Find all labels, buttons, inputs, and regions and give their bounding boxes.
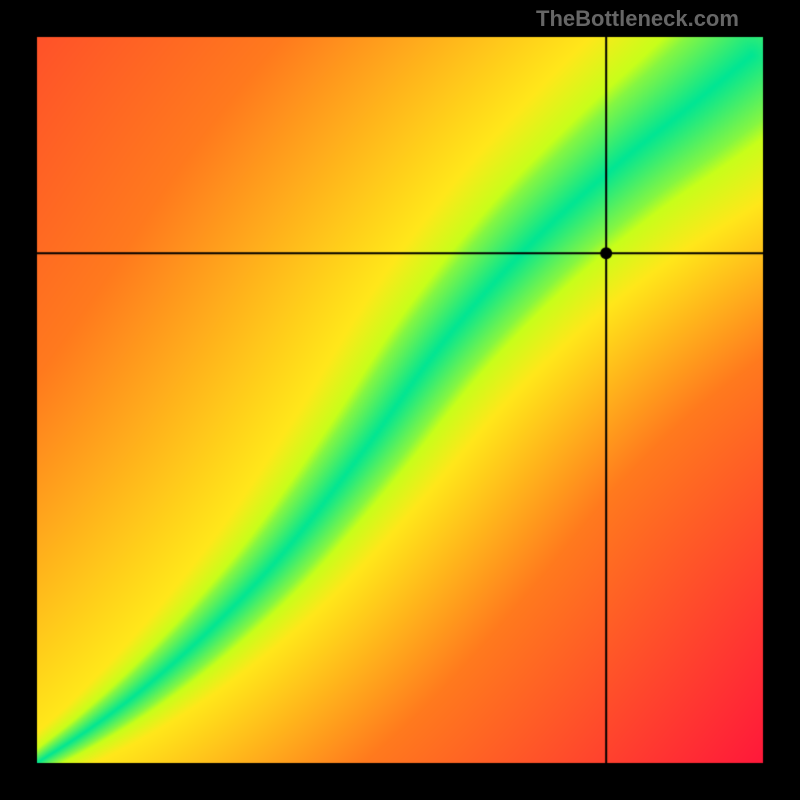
chart-container: TheBottleneck.com xyxy=(0,0,800,800)
watermark-text: TheBottleneck.com xyxy=(536,6,739,32)
bottleneck-heatmap xyxy=(0,0,800,800)
